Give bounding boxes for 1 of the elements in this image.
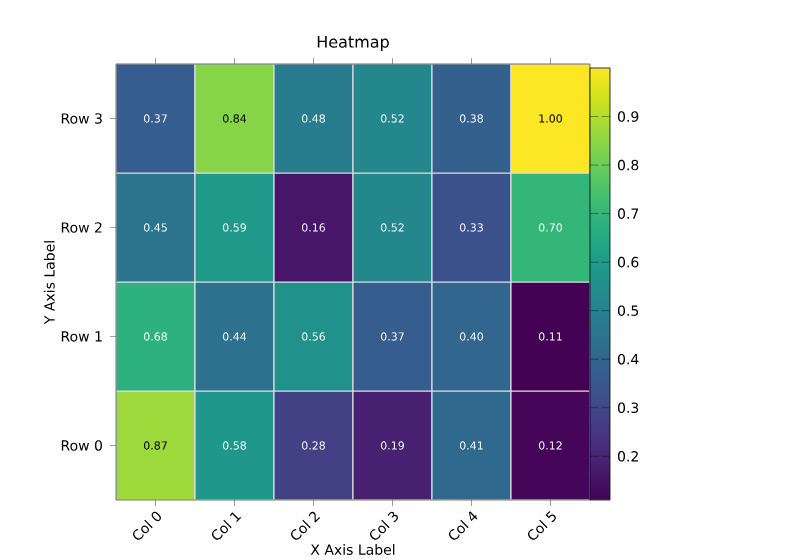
chart-title: Heatmap [317,35,389,51]
